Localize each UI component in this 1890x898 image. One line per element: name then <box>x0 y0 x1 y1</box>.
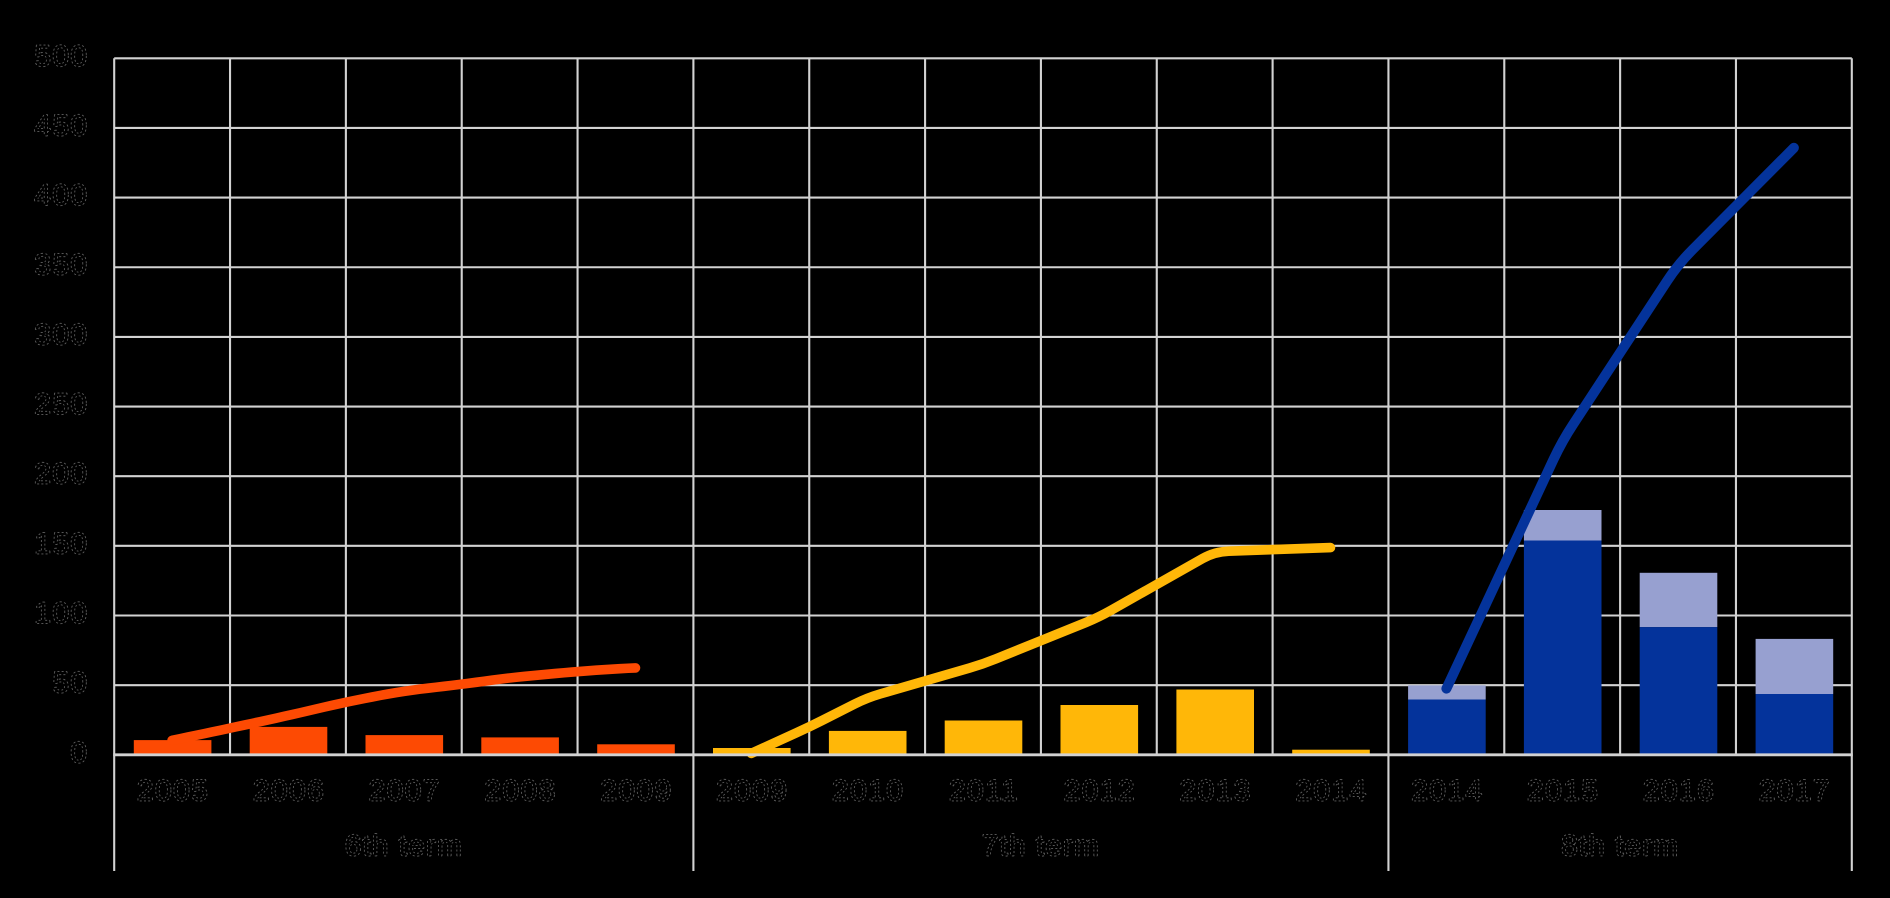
svg-text:2014: 2014 <box>1295 775 1367 808</box>
svg-text:150: 150 <box>34 527 88 560</box>
svg-text:2015: 2015 <box>1527 775 1599 808</box>
svg-text:6th term: 6th term <box>345 830 463 863</box>
svg-text:450: 450 <box>34 109 88 142</box>
svg-text:2016: 2016 <box>1643 775 1715 808</box>
svg-text:50: 50 <box>52 667 88 700</box>
svg-text:7th term: 7th term <box>982 830 1100 863</box>
svg-text:2012: 2012 <box>1064 775 1136 808</box>
svg-text:2006: 2006 <box>253 775 325 808</box>
svg-text:250: 250 <box>34 388 88 421</box>
svg-text:2009: 2009 <box>716 775 788 808</box>
svg-text:2005: 2005 <box>137 775 209 808</box>
svg-text:2017: 2017 <box>1759 775 1831 808</box>
svg-text:2011: 2011 <box>949 775 1019 808</box>
svg-text:2014: 2014 <box>1411 775 1483 808</box>
svg-text:100: 100 <box>34 597 88 630</box>
svg-text:2009: 2009 <box>600 775 672 808</box>
svg-text:2008: 2008 <box>484 775 556 808</box>
svg-text:8th term: 8th term <box>1561 830 1679 863</box>
svg-text:0: 0 <box>70 736 88 769</box>
svg-text:2007: 2007 <box>369 775 441 808</box>
svg-text:350: 350 <box>34 249 88 282</box>
svg-text:200: 200 <box>34 458 88 491</box>
svg-text:300: 300 <box>34 318 88 351</box>
svg-text:2010: 2010 <box>832 775 904 808</box>
svg-text:500: 500 <box>34 40 88 73</box>
svg-text:2013: 2013 <box>1180 775 1252 808</box>
svg-text:400: 400 <box>34 179 88 212</box>
